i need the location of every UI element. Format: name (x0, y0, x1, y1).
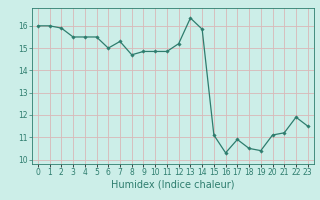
X-axis label: Humidex (Indice chaleur): Humidex (Indice chaleur) (111, 180, 235, 190)
